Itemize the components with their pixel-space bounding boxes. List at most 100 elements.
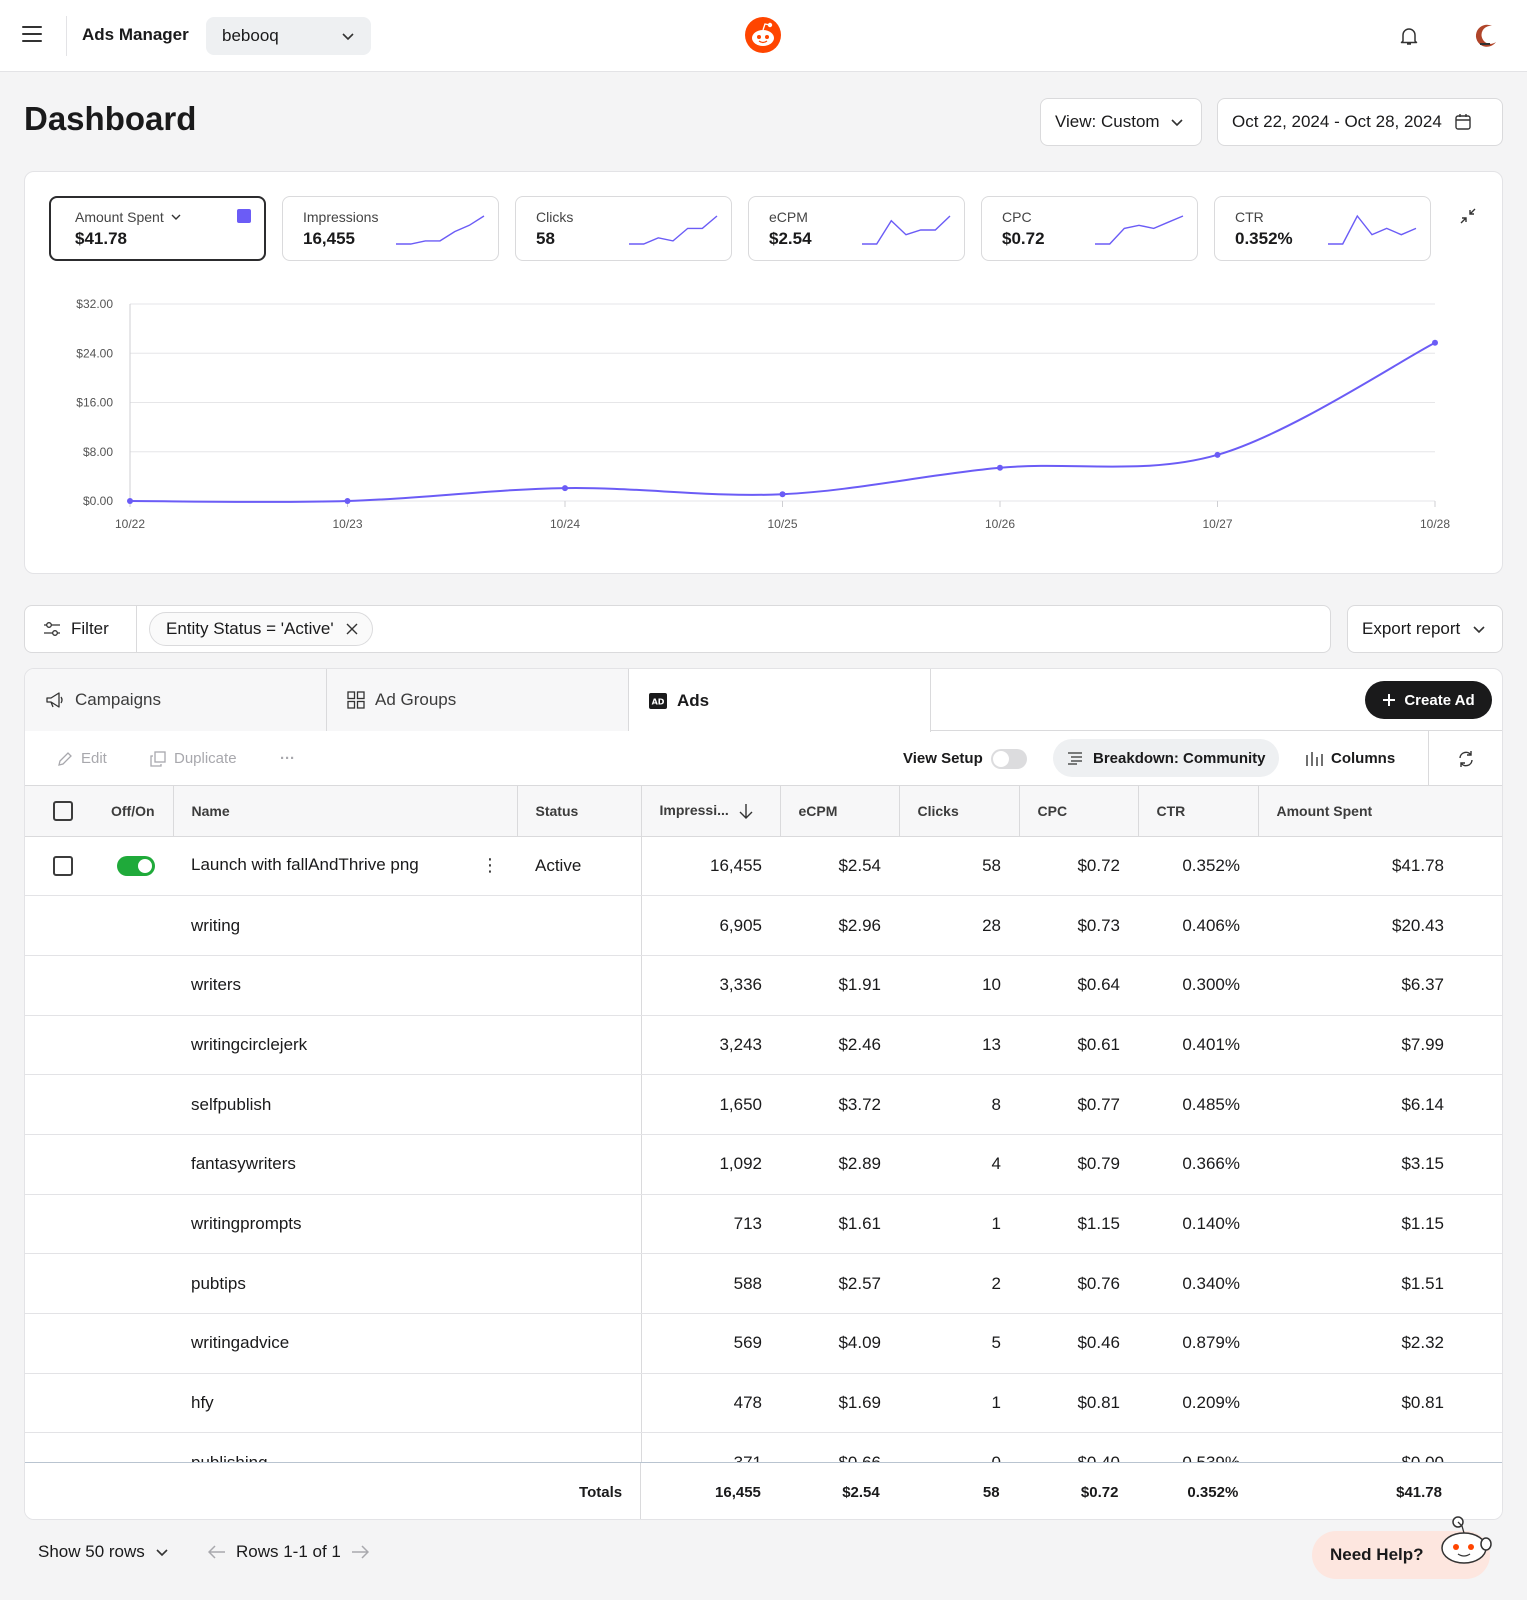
col-ctr[interactable]: CTR [1137,786,1258,837]
row-select-cell [25,836,99,897]
menu-icon[interactable] [22,26,42,44]
table-row[interactable]: writingprompts 713 $1.61 1 $1.15 0.140% $1.15 [25,1194,1502,1255]
x-tick-label: 10/24 [550,517,580,531]
cell-name[interactable]: writingcirclejerk [173,1015,517,1076]
duplicate-button[interactable]: Duplicate [150,731,237,786]
create-ad-button[interactable]: Create Ad [1365,681,1492,719]
tab-ads[interactable]: AD Ads [629,669,931,732]
col-cpc[interactable]: CPC [1018,786,1138,837]
date-range-picker[interactable]: Oct 22, 2024 - Oct 28, 2024 [1217,98,1503,146]
cell-impressions: 478 [640,1373,780,1434]
breakdown-button[interactable]: Breakdown: Community [1053,739,1279,777]
account-select[interactable]: bebooq [206,17,371,55]
columns-button[interactable]: Columns [1305,731,1395,786]
table-row[interactable]: writers 3,336 $1.91 10 $0.64 0.300% $6.37 [25,955,1502,1016]
col-status[interactable]: Status [516,786,641,837]
edit-button[interactable]: Edit [57,731,107,786]
empty-cell [99,1194,173,1255]
select-all-checkbox[interactable] [53,800,73,821]
filter-button[interactable]: Filter [25,606,137,652]
cell-ecpm: $3.72 [780,1074,899,1135]
table-row[interactable]: writing 6,905 $2.96 28 $0.73 0.406% $20.43 [25,895,1502,956]
cell-cpc: $0.73 [1019,895,1138,956]
filter-chip[interactable]: Entity Status = 'Active' [149,612,373,646]
metric-label: Amount Spent [75,209,264,225]
rows-per-page-select[interactable]: Show 50 rows [38,1542,169,1562]
metric-card-impressions[interactable]: Impressions 16,455 [282,196,499,261]
col-impressions[interactable]: Impressi... [640,786,780,837]
metric-card-ecpm[interactable]: eCPM $2.54 [748,196,965,261]
empty-cell [99,1015,173,1076]
table-row[interactable]: fantasywriters 1,092 $2.89 4 $0.79 0.366% $3.1… [25,1134,1502,1195]
cell-name[interactable]: selfpublish [173,1074,517,1135]
row-checkbox[interactable] [53,856,73,877]
calendar-icon [1455,114,1471,130]
chevron-down-icon [156,1549,168,1557]
row-name: hfy [191,1393,214,1413]
metric-card-clicks[interactable]: Clicks 58 [515,196,732,261]
cell-impressions: 1,650 [640,1074,780,1135]
metric-card-cpc[interactable]: CPC $0.72 [981,196,1198,261]
cell-amount: $20.43 [1258,895,1502,956]
collapse-icon[interactable] [1460,208,1476,224]
tab-ad-groups[interactable]: Ad Groups [327,669,629,731]
view-setup-toggle[interactable]: View Setup [903,731,1027,786]
metric-card-amount-spent[interactable]: Amount Spent $41.78 [49,196,266,261]
reddit-logo[interactable] [744,16,782,54]
empty-cell [99,1134,173,1195]
cell-cpc: $0.81 [1019,1373,1138,1434]
table-row[interactable]: writingcirclejerk 3,243 $2.46 13 $0.61 0.401%… [25,1015,1502,1076]
cell-status [517,1194,641,1255]
totals-amount: $41.78 [1396,1484,1442,1501]
pager-label: Rows 1-1 of 1 [236,1542,341,1561]
cell-name[interactable]: pubtips [173,1253,517,1314]
x-tick-label: 10/22 [115,517,145,531]
cell-name[interactable]: writingadvice [173,1313,517,1374]
more-actions-button[interactable]: ··· [280,731,295,786]
empty-cell [25,1074,99,1135]
cell-clicks: 1 [899,1194,1019,1255]
cell-name[interactable]: writers [173,955,517,1016]
col-onoff[interactable]: Off/On [99,786,173,837]
view-select[interactable]: View: Custom [1040,98,1202,146]
arrow-right-icon[interactable] [351,1545,369,1559]
col-clicks[interactable]: Clicks [898,786,1019,837]
export-report-button[interactable]: Export report [1347,605,1503,653]
table-row[interactable]: Launch with fallAndThrive png ⋮ Active 16,4… [25,836,1502,897]
table-row[interactable]: pubtips 588 $2.57 2 $0.76 0.340% $1.51 [25,1253,1502,1314]
tab-campaigns[interactable]: Campaigns [25,669,327,731]
filter-bar: Filter Entity Status = 'Active' [24,605,1331,653]
kebab-menu-icon[interactable]: ⋮ [481,855,499,876]
cell-ctr: 0.401% [1138,1015,1258,1076]
metric-card-ctr[interactable]: CTR 0.352% [1214,196,1431,261]
empty-cell [99,1373,173,1434]
avatar[interactable] [1470,20,1502,52]
entity-tabs: Campaigns Ad Groups AD Ads Create Ad [25,669,1502,732]
cell-name[interactable]: fantasywriters [173,1134,517,1195]
close-icon[interactable] [346,623,358,635]
cell-name[interactable]: writing [173,895,517,956]
row-toggle-cell [99,836,173,897]
cell-amount: $6.37 [1258,955,1502,1016]
bell-icon[interactable] [1397,24,1421,48]
col-amount-spent[interactable]: Amount Spent [1257,786,1502,837]
plus-icon [1383,694,1396,706]
cell-ecpm: $1.91 [780,955,899,1016]
col-ecpm[interactable]: eCPM [779,786,899,837]
cell-name[interactable]: writingprompts [173,1194,517,1255]
refresh-button[interactable] [1428,731,1502,786]
table-row[interactable]: hfy 478 $1.69 1 $0.81 0.209% $0.81 [25,1373,1502,1434]
col-name[interactable]: Name [172,786,517,837]
table-row[interactable]: writingadvice 569 $4.09 5 $0.46 0.879% $2.32 [25,1313,1502,1374]
on-off-toggle[interactable] [117,856,155,877]
cell-status [517,1313,641,1374]
col-impressions-label: Impressi... [659,802,729,819]
pencil-icon [58,751,72,766]
toggle-switch[interactable] [990,748,1027,769]
arrow-left-icon[interactable] [208,1545,226,1559]
cell-name[interactable]: Launch with fallAndThrive png ⋮ [173,836,517,897]
table-body: Launch with fallAndThrive png ⋮ Active 16,4… [25,836,1502,1494]
table-row[interactable]: selfpublish 1,650 $3.72 8 $0.77 0.485% $6.14 [25,1074,1502,1135]
create-label: Create Ad [1404,691,1475,709]
cell-name[interactable]: hfy [173,1373,517,1434]
